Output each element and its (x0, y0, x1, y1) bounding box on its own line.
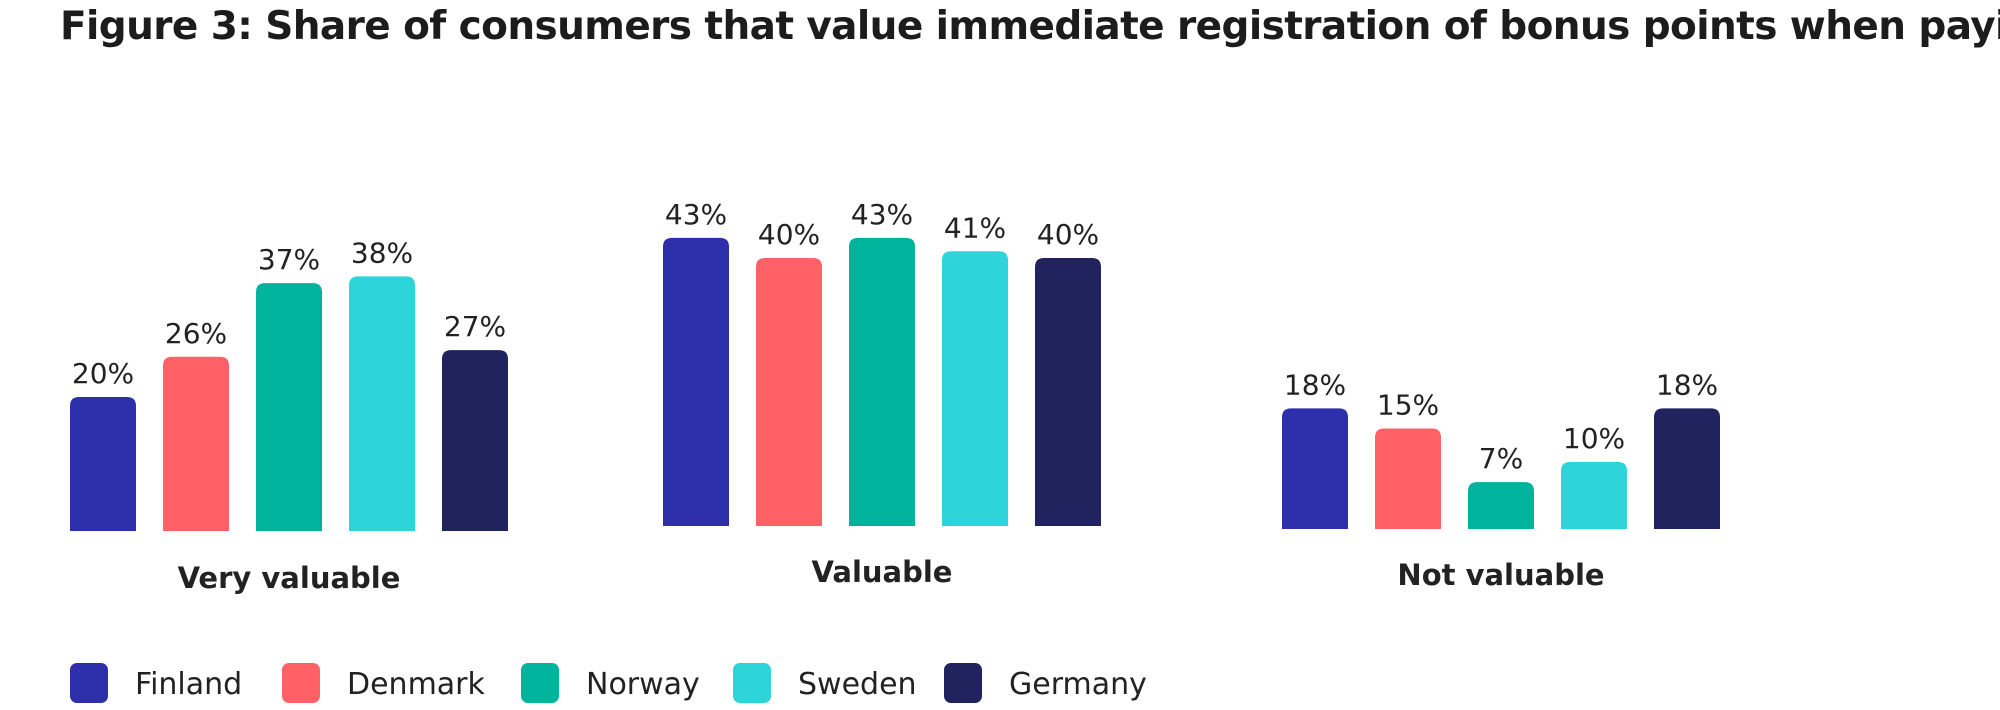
legend-label-finland: Finland (135, 667, 242, 702)
bar-valuable-norway (849, 237, 915, 526)
legend-label-denmark: Denmark (347, 667, 486, 702)
bar-not-valuable-sweden (1561, 462, 1627, 529)
bar-not-valuable-germany (1654, 408, 1720, 529)
legend-swatch-norway (521, 663, 559, 703)
bar-very-valuable-germany (442, 350, 508, 531)
value-label-very-valuable-denmark: 26% (165, 317, 227, 350)
bar-very-valuable-norway (256, 283, 322, 531)
legend-swatch-germany (944, 663, 982, 703)
value-label-not-valuable-finland: 18% (1284, 368, 1346, 401)
value-label-valuable-finland: 43% (665, 198, 727, 231)
bar-valuable-denmark (756, 258, 822, 526)
bar-not-valuable-finland (1282, 408, 1348, 529)
value-label-valuable-sweden: 41% (944, 211, 1006, 244)
value-label-very-valuable-sweden: 38% (351, 236, 413, 269)
bar-very-valuable-denmark (163, 356, 229, 531)
value-label-not-valuable-norway: 7% (1479, 442, 1523, 475)
bar-valuable-germany (1035, 258, 1101, 526)
legend-label-germany: Germany (1009, 667, 1147, 702)
chart-title: Figure 3: Share of consumers that value … (60, 4, 2000, 49)
bar-very-valuable-finland (70, 397, 136, 531)
value-label-not-valuable-sweden: 10% (1563, 422, 1625, 455)
legend-swatch-denmark (282, 663, 320, 703)
legend-label-norway: Norway (586, 667, 700, 702)
category-label-not-valuable: Not valuable (1397, 558, 1604, 592)
category-label-valuable: Valuable (812, 555, 953, 589)
bar-not-valuable-denmark (1375, 428, 1441, 529)
category-label-very-valuable: Very valuable (178, 561, 401, 595)
bar-valuable-finland (663, 237, 729, 526)
value-label-very-valuable-norway: 37% (258, 243, 320, 276)
value-label-not-valuable-germany: 18% (1656, 368, 1718, 401)
value-label-very-valuable-germany: 27% (444, 310, 506, 343)
bar-valuable-sweden (942, 251, 1008, 527)
legend-swatch-finland (70, 663, 108, 703)
value-label-valuable-germany: 40% (1037, 218, 1099, 251)
value-label-not-valuable-denmark: 15% (1377, 389, 1439, 422)
legend-swatch-sweden (733, 663, 771, 703)
bar-not-valuable-norway (1468, 482, 1534, 529)
bar-very-valuable-sweden (349, 276, 415, 531)
legend-label-sweden: Sweden (798, 667, 917, 702)
value-label-valuable-denmark: 40% (758, 218, 820, 251)
value-label-valuable-norway: 43% (851, 198, 913, 231)
value-label-very-valuable-finland: 20% (72, 357, 134, 390)
